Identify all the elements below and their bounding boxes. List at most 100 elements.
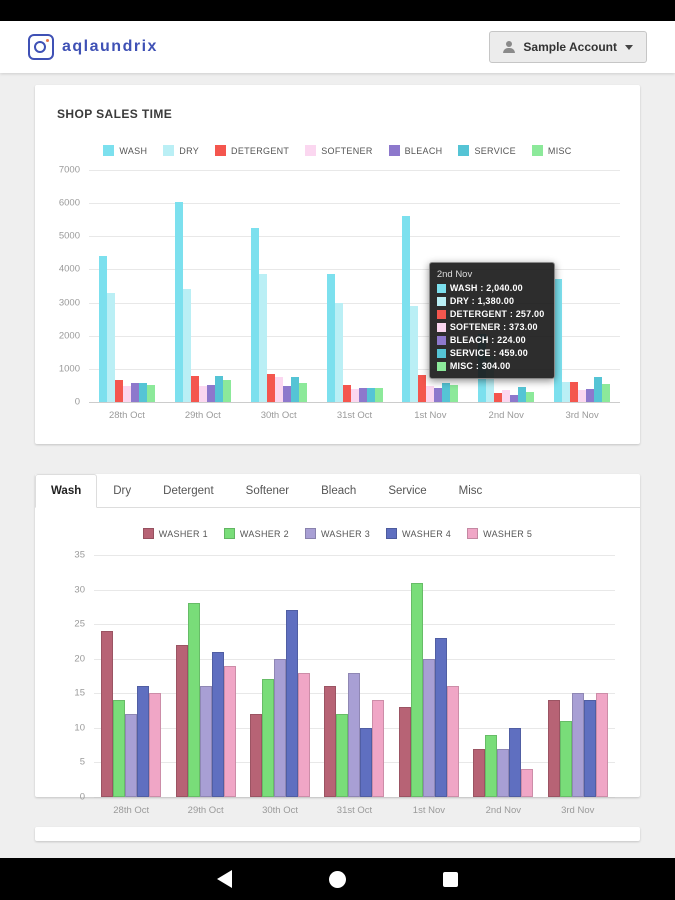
bar-service[interactable]	[366, 387, 375, 402]
legend-item-washer-1[interactable]: WASHER 1	[142, 528, 208, 539]
bar-softener[interactable]	[198, 385, 207, 402]
bar-washer-5[interactable]	[521, 769, 534, 797]
legend-item-washer-4[interactable]: WASHER 4	[386, 528, 451, 539]
legend-item-washer-3[interactable]: WASHER 3	[304, 528, 370, 539]
legend-item-service[interactable]: SERVICE	[458, 145, 516, 156]
legend-item-dry[interactable]: DRY	[163, 145, 199, 156]
bar-dry[interactable]	[410, 305, 419, 402]
bar-washer-1[interactable]	[398, 707, 411, 797]
app-logo[interactable]: aqlaundrix	[28, 34, 158, 60]
bar-dry[interactable]	[106, 292, 115, 402]
bar-dry[interactable]	[258, 274, 267, 402]
bar-softener[interactable]	[350, 389, 359, 402]
bar-washer-4[interactable]	[137, 686, 150, 797]
bar-wash[interactable]	[174, 201, 183, 402]
legend-item-washer-2[interactable]: WASHER 2	[223, 528, 289, 539]
bar-bleach[interactable]	[510, 394, 519, 402]
bar-washer-1[interactable]	[547, 700, 560, 797]
legend-item-washer-5[interactable]: WASHER 5	[467, 528, 532, 539]
bar-washer-3[interactable]	[422, 658, 435, 797]
bar-wash[interactable]	[250, 228, 259, 402]
tab-dry[interactable]: Dry	[113, 485, 132, 497]
bar-washer-3[interactable]	[571, 693, 584, 797]
bar-washer-2[interactable]	[262, 679, 275, 797]
bar-washer-2[interactable]	[485, 734, 498, 797]
tab-service[interactable]: Service	[388, 485, 427, 497]
bar-washer-1[interactable]	[175, 644, 188, 797]
tab-detergent[interactable]: Detergent	[163, 485, 214, 497]
bar-bleach[interactable]	[434, 387, 443, 402]
bar-softener[interactable]	[122, 386, 131, 402]
bar-bleach[interactable]	[130, 382, 139, 402]
bar-wash[interactable]	[98, 256, 107, 402]
bar-misc[interactable]	[450, 384, 459, 402]
bar-softener[interactable]	[578, 390, 587, 402]
bar-washer-2[interactable]	[113, 700, 126, 797]
bar-softener[interactable]	[502, 389, 511, 402]
bar-washer-4[interactable]	[583, 700, 596, 797]
bar-washer-2[interactable]	[410, 582, 423, 797]
bar-washer-4[interactable]	[509, 727, 522, 797]
bar-misc[interactable]	[222, 380, 231, 402]
bar-service[interactable]	[518, 386, 527, 402]
bar-washer-3[interactable]	[497, 748, 510, 797]
tab-misc[interactable]: Misc	[458, 485, 483, 497]
bar-washer-5[interactable]	[223, 665, 236, 797]
bar-washer-1[interactable]	[324, 686, 337, 797]
bar-detergent[interactable]	[190, 375, 199, 402]
legend-item-detergent[interactable]: DETERGENT	[215, 145, 289, 156]
bar-washer-5[interactable]	[149, 693, 162, 797]
home-icon[interactable]	[329, 870, 346, 888]
bar-dry[interactable]	[486, 356, 495, 402]
bar-washer-5[interactable]	[298, 672, 311, 797]
back-icon[interactable]	[217, 870, 232, 888]
bar-washer-2[interactable]	[187, 603, 200, 797]
bar-misc[interactable]	[602, 384, 611, 402]
bar-misc[interactable]	[146, 384, 155, 402]
tab-bleach[interactable]: Bleach	[321, 485, 357, 497]
bar-washer-2[interactable]	[336, 714, 349, 797]
bar-wash[interactable]	[326, 274, 335, 402]
bar-dry[interactable]	[182, 289, 191, 402]
bar-detergent[interactable]	[418, 375, 427, 402]
bar-washer-3[interactable]	[274, 658, 287, 797]
legend-item-bleach[interactable]: BLEACH	[388, 145, 443, 156]
bar-washer-2[interactable]	[559, 720, 572, 797]
tab-wash[interactable]: Wash	[35, 474, 98, 508]
bar-washer-3[interactable]	[125, 714, 138, 797]
bar-detergent[interactable]	[114, 380, 123, 402]
bar-washer-5[interactable]	[595, 693, 608, 797]
bar-service[interactable]	[214, 375, 223, 402]
bar-dry[interactable]	[334, 302, 343, 402]
bar-washer-4[interactable]	[360, 727, 373, 797]
bar-washer-1[interactable]	[101, 631, 114, 797]
bar-detergent[interactable]	[266, 373, 275, 402]
bar-misc[interactable]	[526, 391, 535, 402]
bar-bleach[interactable]	[586, 389, 595, 402]
bar-misc[interactable]	[374, 387, 383, 402]
bar-washer-4[interactable]	[211, 651, 224, 797]
bar-service[interactable]	[138, 382, 147, 402]
bar-washer-4[interactable]	[286, 610, 299, 797]
bar-washer-3[interactable]	[199, 686, 212, 797]
bar-detergent[interactable]	[570, 382, 579, 402]
account-menu-button[interactable]: Sample Account	[489, 31, 647, 63]
bar-bleach[interactable]	[206, 384, 215, 402]
bar-washer-1[interactable]	[250, 714, 263, 797]
bar-softener[interactable]	[274, 376, 283, 402]
bar-washer-5[interactable]	[372, 700, 385, 797]
bar-washer-3[interactable]	[348, 672, 361, 797]
legend-item-wash[interactable]: WASH	[103, 145, 147, 156]
bar-washer-4[interactable]	[434, 637, 447, 797]
bar-washer-1[interactable]	[473, 748, 486, 797]
tab-softener[interactable]: Softener	[245, 485, 290, 497]
bar-softener[interactable]	[426, 385, 435, 402]
bar-service[interactable]	[442, 382, 451, 402]
legend-item-softener[interactable]: SOFTENER	[305, 145, 372, 156]
bar-washer-5[interactable]	[446, 686, 459, 797]
bar-service[interactable]	[290, 376, 299, 402]
bar-wash[interactable]	[402, 216, 411, 402]
bar-service[interactable]	[594, 377, 603, 402]
legend-item-misc[interactable]: MISC	[531, 145, 572, 156]
bar-dry[interactable]	[562, 382, 571, 402]
